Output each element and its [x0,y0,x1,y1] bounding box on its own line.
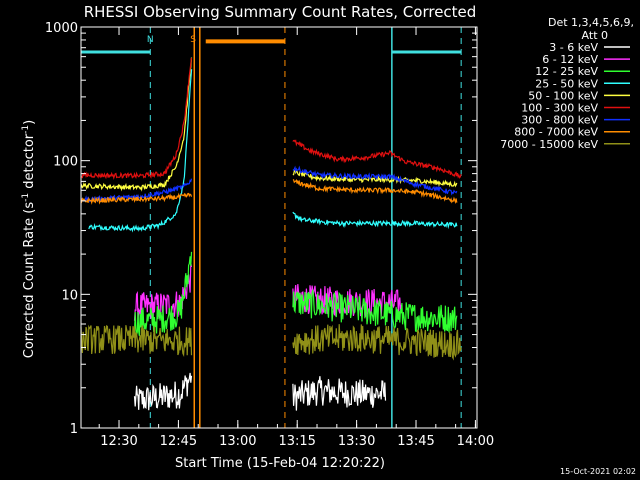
x-tick-label-4: 13:30 [338,434,375,449]
detector-info-line1: Det 1,3,4,5,6,9, [548,16,634,29]
series-line-8-0 [80,324,193,358]
flag-label-0: N [147,35,154,45]
series-line-3-0 [88,69,193,233]
series-line-6-1 [292,165,458,196]
y-tick-label-3: 1000 [45,21,78,36]
series-line-6-0 [80,178,193,203]
generation-timestamp: 15-Oct-2021 02:02 [560,467,636,476]
legend-label-5: 100 - 300 keV [521,102,598,115]
y-axis-label-end: ) [22,120,37,125]
series-line-2-1 [292,289,458,333]
series-line-7-1 [292,178,458,205]
x-tick-label-3: 13:15 [278,434,315,449]
x-tick-label-1: 12:45 [160,434,197,449]
x-tick-label-2: 13:00 [219,434,256,449]
series-line-5-1 [292,139,462,179]
series-line-3-1 [292,211,458,230]
y-tick-label-0: 1 [70,422,78,437]
legend-label-1: 6 - 12 keV [542,53,598,66]
series-line-7-0 [80,192,193,205]
legend-label-3: 25 - 50 keV [535,77,598,90]
y-axis-label: Corrected Count Rate (s-1 detector-1) [21,120,37,358]
chart-title: RHESSI Observing Summary Count Rates, Co… [84,3,477,21]
series-line-4-1 [292,169,458,188]
x-tick-label-0: 12:30 [100,434,137,449]
y-tick-label-1: 10 [61,288,78,303]
series-line-4-0 [80,57,193,192]
x-tick-label-5: 13:45 [397,434,434,449]
y-tick-label-2: 100 [53,155,78,170]
series-line-0-0 [133,372,193,411]
y-axis-label-main: Corrected Count Rate (s [22,202,37,359]
x-tick-label-6: 14:00 [457,434,494,449]
legend-label-4: 50 - 100 keV [528,89,598,102]
x-axis-label: Start Time (15-Feb-04 12:20:22) [175,456,385,471]
series-line-2-0 [133,251,193,337]
plot-area: N S 12:30 12:45 13:00 13:15 13:30 13:45 14:00 1 10… [45,21,494,449]
detector-info-line2: Att 0 [582,29,608,42]
legend-label-2: 12 - 25 keV [535,65,598,78]
plot-frame [80,26,478,429]
y-axis-label-sup2: -1 [21,125,31,134]
series-line-8-1 [292,324,462,361]
legend-label-0: 3 - 6 keV [549,41,598,54]
legend-label-7: 800 - 7000 keV [514,126,598,139]
flag-label-1: S [190,35,196,45]
series-line-0-1 [292,376,387,411]
legend-label-8: 7000 - 15000 keV [500,138,598,151]
legend-label-6: 300 - 800 keV [521,114,598,127]
series-line-5-0 [80,57,193,180]
y-axis-label-sup1: -1 [21,193,31,202]
y-axis-label-mid: detector [22,133,37,193]
